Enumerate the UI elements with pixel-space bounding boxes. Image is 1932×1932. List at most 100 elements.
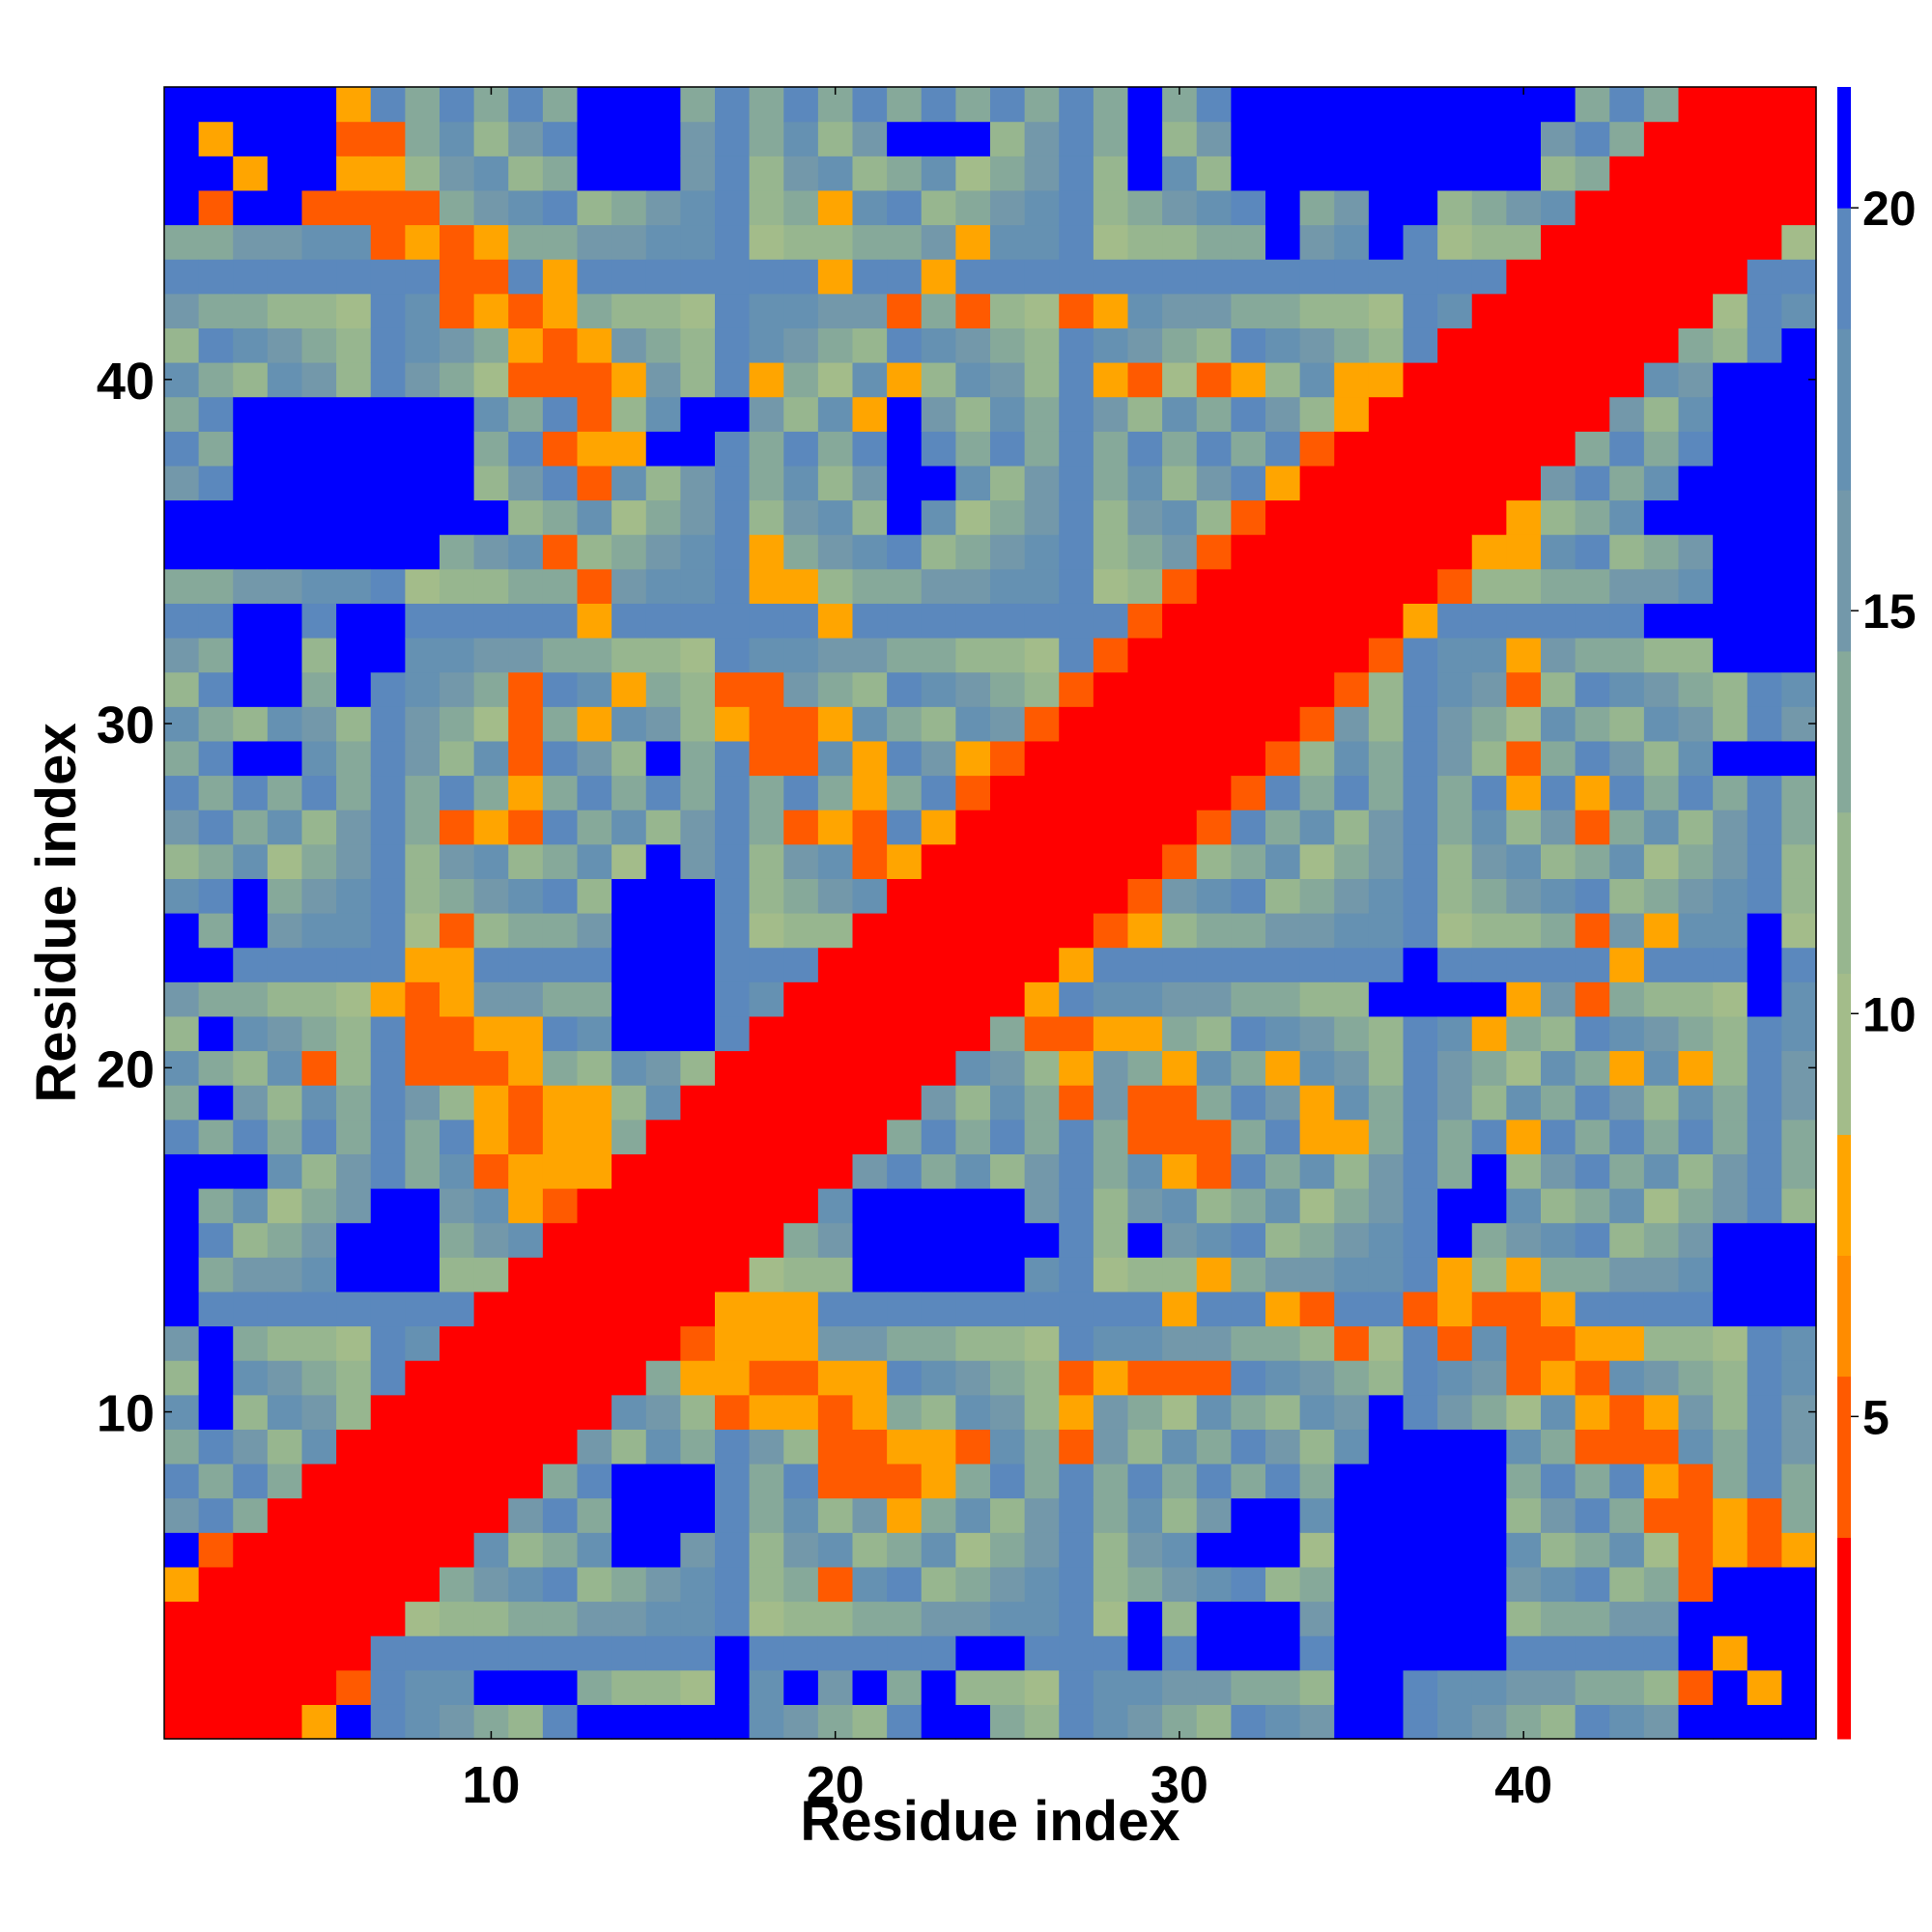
heatmap-cell xyxy=(645,706,681,742)
heatmap-cell xyxy=(1541,740,1577,777)
heatmap-cell xyxy=(336,362,372,398)
heatmap-cell xyxy=(1231,843,1266,879)
heatmap-cell xyxy=(405,1360,440,1396)
heatmap-cell xyxy=(1541,1669,1577,1705)
heatmap-cell xyxy=(440,947,475,982)
heatmap-cell xyxy=(1368,740,1405,777)
heatmap-cell xyxy=(1643,156,1680,191)
heatmap-cell xyxy=(542,1085,579,1121)
heatmap-cell xyxy=(990,1015,1026,1052)
heatmap-cell xyxy=(267,1325,303,1361)
heatmap-cell xyxy=(542,465,579,501)
heatmap-cell xyxy=(1162,1463,1198,1499)
heatmap-cell xyxy=(1196,843,1232,879)
heatmap-cell xyxy=(1437,87,1473,123)
heatmap-cell xyxy=(1713,1601,1748,1636)
heatmap-cell xyxy=(680,1050,716,1086)
heatmap-cell xyxy=(370,810,406,845)
heatmap-cell xyxy=(1196,1085,1232,1121)
heatmap-cell xyxy=(1471,327,1507,363)
heatmap-cell xyxy=(577,1050,612,1086)
heatmap-cell xyxy=(1368,913,1405,949)
heatmap-cell xyxy=(267,810,303,845)
heatmap-cell xyxy=(1024,534,1060,570)
heatmap-cell xyxy=(440,1532,475,1568)
heatmap-cell xyxy=(715,121,751,156)
heatmap-cell xyxy=(233,810,269,845)
heatmap-cell xyxy=(336,499,372,535)
heatmap-cell xyxy=(1437,1429,1473,1464)
heatmap-cell xyxy=(164,1669,200,1705)
heatmap-cell xyxy=(440,396,475,432)
heatmap-cell xyxy=(852,1669,888,1705)
heatmap-cell xyxy=(1368,1325,1405,1361)
heatmap-cell xyxy=(1609,534,1645,570)
heatmap-cell xyxy=(198,396,234,432)
heatmap-cell xyxy=(1437,638,1473,673)
heatmap-cell xyxy=(749,568,784,604)
heatmap-cell xyxy=(1368,1497,1405,1533)
heatmap-cell xyxy=(1196,293,1232,328)
heatmap-cell xyxy=(1506,1257,1542,1293)
heatmap-cell xyxy=(1024,843,1060,879)
heatmap-cell xyxy=(1334,981,1370,1017)
heatmap-cell xyxy=(1747,1153,1782,1189)
heatmap-cell xyxy=(1093,981,1129,1017)
heatmap-cell xyxy=(1747,534,1782,570)
heatmap-cell xyxy=(1368,1119,1405,1154)
heatmap-cell xyxy=(1059,1119,1094,1154)
heatmap-cell xyxy=(783,1394,819,1430)
heatmap-cell xyxy=(1609,362,1645,398)
heatmap-cell xyxy=(645,878,681,914)
heatmap-cell xyxy=(542,1119,579,1154)
heatmap-cell xyxy=(1265,1015,1301,1052)
heatmap-cell xyxy=(1059,1394,1094,1430)
heatmap-cell xyxy=(749,121,784,156)
heatmap-cell xyxy=(1059,189,1094,226)
heatmap-cell xyxy=(680,810,716,845)
heatmap-cell xyxy=(645,1601,681,1636)
heatmap-cell xyxy=(921,1153,956,1189)
heatmap-cell xyxy=(1471,1669,1507,1705)
heatmap-cell xyxy=(198,706,234,742)
heatmap-cell xyxy=(267,913,303,949)
heatmap-cell xyxy=(370,121,406,156)
heatmap-cell xyxy=(1024,1566,1060,1603)
heatmap-cell xyxy=(1643,740,1680,777)
heatmap-cell xyxy=(198,1497,234,1533)
heatmap-cell xyxy=(1471,1532,1507,1568)
y-axis-label: Residue index xyxy=(25,723,88,1102)
heatmap-cell xyxy=(1609,706,1645,742)
heatmap-cell xyxy=(440,878,475,914)
heatmap-cell xyxy=(1127,947,1163,982)
heatmap-cell xyxy=(817,1325,854,1361)
heatmap-cell xyxy=(852,878,888,914)
heatmap-cell xyxy=(715,1463,751,1499)
heatmap-cell xyxy=(405,189,440,226)
heatmap-cell xyxy=(1437,878,1473,914)
heatmap-cell xyxy=(1265,396,1301,432)
heatmap-cell xyxy=(1231,568,1266,604)
heatmap-cell xyxy=(1368,499,1405,535)
heatmap-cell xyxy=(1506,396,1542,432)
heatmap-cell xyxy=(852,1291,888,1327)
heatmap-cell xyxy=(1643,1153,1680,1189)
heatmap-cell xyxy=(645,259,681,295)
heatmap-cell xyxy=(1713,810,1748,845)
heatmap-cell xyxy=(1162,1497,1198,1533)
heatmap-cell xyxy=(1541,1566,1577,1603)
heatmap-cell xyxy=(1299,465,1335,501)
heatmap-cell xyxy=(611,327,647,363)
heatmap-cell xyxy=(921,1669,956,1705)
heatmap-cell xyxy=(1437,327,1473,363)
heatmap-cell xyxy=(198,1291,234,1327)
heatmap-cell xyxy=(577,1463,612,1499)
heatmap-cell xyxy=(1541,396,1577,432)
heatmap-cell xyxy=(611,1635,647,1671)
heatmap-cell xyxy=(955,362,991,398)
heatmap-cell xyxy=(164,1497,200,1533)
heatmap-cell xyxy=(887,293,923,328)
heatmap-cell xyxy=(1609,1463,1645,1499)
heatmap-cell xyxy=(1196,1222,1232,1258)
heatmap-cell xyxy=(1299,1429,1335,1464)
